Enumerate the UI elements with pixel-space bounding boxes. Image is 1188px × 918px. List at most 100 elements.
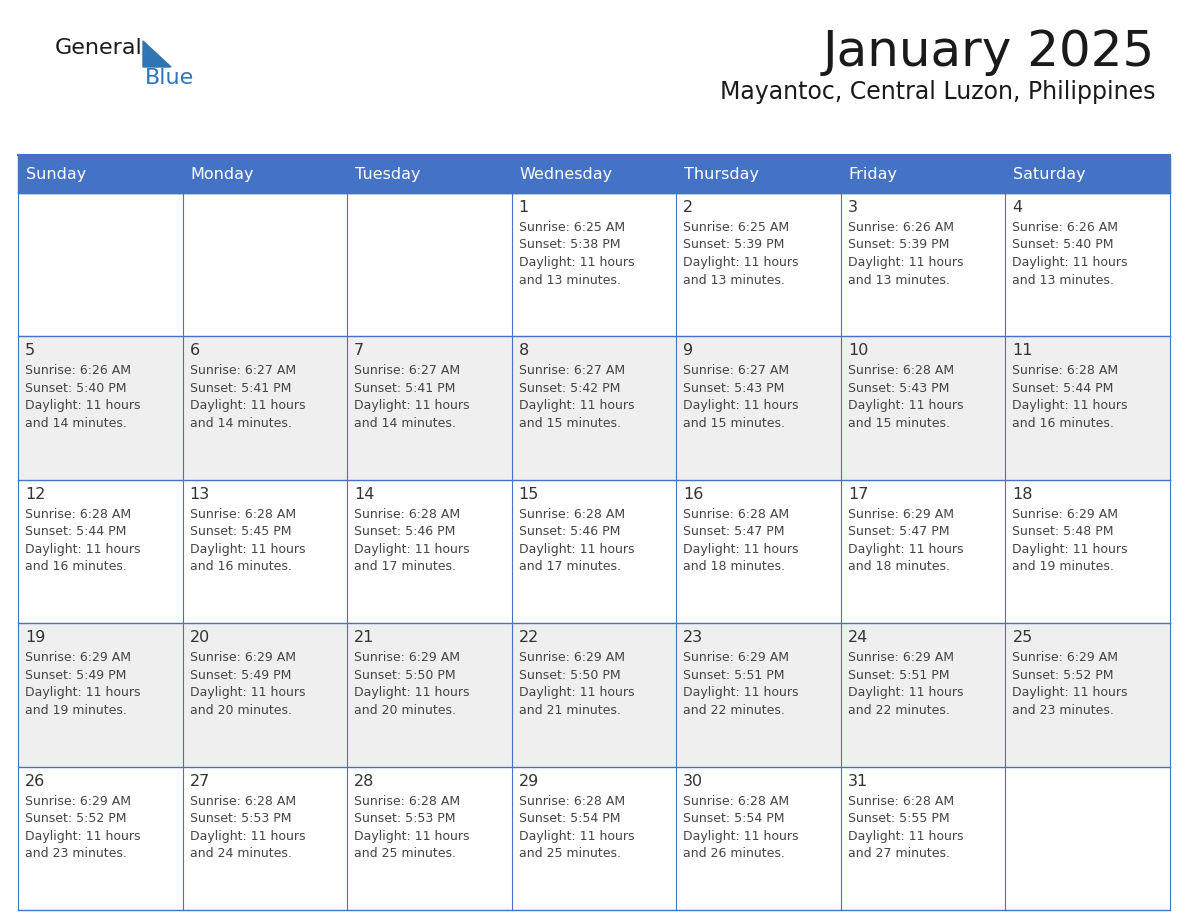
Text: Sunrise: 6:27 AM: Sunrise: 6:27 AM (190, 364, 296, 377)
Text: 25: 25 (1012, 630, 1032, 645)
Text: Sunset: 5:40 PM: Sunset: 5:40 PM (1012, 239, 1114, 252)
Bar (512, 155, 676, 193)
Text: 15: 15 (519, 487, 539, 502)
Bar (841, 155, 1005, 193)
Text: Sunrise: 6:28 AM: Sunrise: 6:28 AM (190, 508, 296, 521)
Text: 3: 3 (848, 200, 858, 215)
Bar (18, 623, 183, 767)
Text: 16: 16 (683, 487, 703, 502)
Text: Sunset: 5:53 PM: Sunset: 5:53 PM (354, 812, 456, 825)
Text: 19: 19 (25, 630, 45, 645)
Text: Friday: Friday (849, 166, 898, 182)
Text: 13: 13 (190, 487, 210, 502)
Text: Sunrise: 6:29 AM: Sunrise: 6:29 AM (519, 651, 625, 665)
Text: and 13 minutes.: and 13 minutes. (848, 274, 949, 286)
Text: Sunrise: 6:28 AM: Sunrise: 6:28 AM (683, 508, 789, 521)
Bar (1005, 480, 1170, 623)
Text: Sunrise: 6:28 AM: Sunrise: 6:28 AM (190, 795, 296, 808)
Text: Sunrise: 6:27 AM: Sunrise: 6:27 AM (354, 364, 460, 377)
Text: Sunset: 5:46 PM: Sunset: 5:46 PM (354, 525, 455, 538)
Text: Daylight: 11 hours: Daylight: 11 hours (25, 686, 140, 700)
Text: Sunrise: 6:28 AM: Sunrise: 6:28 AM (354, 508, 460, 521)
Text: 26: 26 (25, 774, 45, 789)
Bar (841, 767, 1005, 910)
Text: 22: 22 (519, 630, 539, 645)
Bar (1005, 193, 1170, 336)
Text: and 14 minutes.: and 14 minutes. (25, 417, 127, 430)
Bar (676, 480, 841, 623)
Text: Sunrise: 6:28 AM: Sunrise: 6:28 AM (519, 795, 625, 808)
Text: Sunrise: 6:26 AM: Sunrise: 6:26 AM (848, 221, 954, 234)
Text: Daylight: 11 hours: Daylight: 11 hours (519, 256, 634, 269)
Text: 4: 4 (1012, 200, 1023, 215)
Bar (183, 623, 347, 767)
Text: and 21 minutes.: and 21 minutes. (519, 704, 620, 717)
Bar (183, 767, 347, 910)
Text: Sunrise: 6:28 AM: Sunrise: 6:28 AM (848, 364, 954, 377)
Text: Daylight: 11 hours: Daylight: 11 hours (848, 399, 963, 412)
Text: 30: 30 (683, 774, 703, 789)
Text: Monday: Monday (190, 166, 254, 182)
Text: Sunrise: 6:28 AM: Sunrise: 6:28 AM (519, 508, 625, 521)
Text: and 23 minutes.: and 23 minutes. (1012, 704, 1114, 717)
Text: January 2025: January 2025 (823, 28, 1155, 76)
Text: Sunset: 5:52 PM: Sunset: 5:52 PM (25, 812, 126, 825)
Bar (347, 623, 512, 767)
Text: and 22 minutes.: and 22 minutes. (683, 704, 785, 717)
Text: 27: 27 (190, 774, 210, 789)
Text: Sunrise: 6:27 AM: Sunrise: 6:27 AM (519, 364, 625, 377)
Text: Daylight: 11 hours: Daylight: 11 hours (25, 399, 140, 412)
Text: Sunset: 5:45 PM: Sunset: 5:45 PM (190, 525, 291, 538)
Text: Sunrise: 6:28 AM: Sunrise: 6:28 AM (354, 795, 460, 808)
Text: 24: 24 (848, 630, 868, 645)
Text: Daylight: 11 hours: Daylight: 11 hours (848, 256, 963, 269)
Text: Daylight: 11 hours: Daylight: 11 hours (848, 686, 963, 700)
Text: Sunrise: 6:29 AM: Sunrise: 6:29 AM (848, 508, 954, 521)
Text: Daylight: 11 hours: Daylight: 11 hours (25, 543, 140, 555)
Text: 10: 10 (848, 343, 868, 358)
Text: Daylight: 11 hours: Daylight: 11 hours (190, 830, 305, 843)
Text: Sunset: 5:47 PM: Sunset: 5:47 PM (683, 525, 785, 538)
Bar (1005, 623, 1170, 767)
Text: 28: 28 (354, 774, 374, 789)
Text: and 13 minutes.: and 13 minutes. (1012, 274, 1114, 286)
Bar (18, 193, 183, 336)
Text: 29: 29 (519, 774, 539, 789)
Text: Daylight: 11 hours: Daylight: 11 hours (683, 256, 798, 269)
Text: Sunset: 5:42 PM: Sunset: 5:42 PM (519, 382, 620, 395)
Text: Sunset: 5:53 PM: Sunset: 5:53 PM (190, 812, 291, 825)
Text: Wednesday: Wednesday (519, 166, 613, 182)
Text: Sunset: 5:43 PM: Sunset: 5:43 PM (848, 382, 949, 395)
Text: 23: 23 (683, 630, 703, 645)
Text: Daylight: 11 hours: Daylight: 11 hours (1012, 543, 1127, 555)
Bar (18, 336, 183, 480)
Text: and 20 minutes.: and 20 minutes. (354, 704, 456, 717)
Bar (841, 193, 1005, 336)
Text: and 22 minutes.: and 22 minutes. (848, 704, 949, 717)
Text: Sunset: 5:55 PM: Sunset: 5:55 PM (848, 812, 949, 825)
Text: Thursday: Thursday (684, 166, 759, 182)
Text: and 19 minutes.: and 19 minutes. (1012, 560, 1114, 574)
Text: Sunset: 5:46 PM: Sunset: 5:46 PM (519, 525, 620, 538)
Text: Sunrise: 6:29 AM: Sunrise: 6:29 AM (683, 651, 789, 665)
Bar (676, 767, 841, 910)
Text: Sunrise: 6:29 AM: Sunrise: 6:29 AM (1012, 651, 1118, 665)
Bar (183, 155, 347, 193)
Bar (841, 336, 1005, 480)
Text: Daylight: 11 hours: Daylight: 11 hours (190, 543, 305, 555)
Bar (676, 623, 841, 767)
Text: Sunset: 5:41 PM: Sunset: 5:41 PM (354, 382, 455, 395)
Text: Sunset: 5:41 PM: Sunset: 5:41 PM (190, 382, 291, 395)
Bar (512, 336, 676, 480)
Text: Daylight: 11 hours: Daylight: 11 hours (848, 543, 963, 555)
Bar (512, 193, 676, 336)
Text: Sunrise: 6:29 AM: Sunrise: 6:29 AM (848, 651, 954, 665)
Text: Sunrise: 6:27 AM: Sunrise: 6:27 AM (683, 364, 789, 377)
Bar (1005, 155, 1170, 193)
Text: and 13 minutes.: and 13 minutes. (519, 274, 620, 286)
Text: Sunset: 5:39 PM: Sunset: 5:39 PM (683, 239, 784, 252)
Text: Daylight: 11 hours: Daylight: 11 hours (1012, 399, 1127, 412)
Text: Sunset: 5:50 PM: Sunset: 5:50 PM (354, 668, 456, 682)
Bar (347, 193, 512, 336)
Text: 5: 5 (25, 343, 36, 358)
